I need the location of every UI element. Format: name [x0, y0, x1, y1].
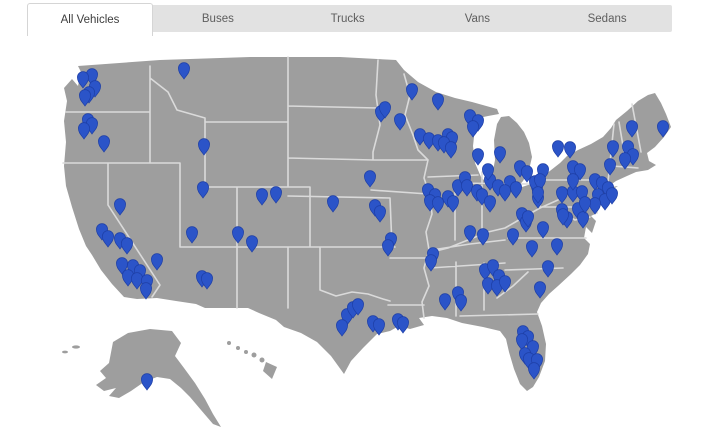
tab-vans[interactable]: Vans [464, 12, 491, 25]
alaska [96, 329, 221, 427]
tab-buses[interactable]: Buses [201, 12, 234, 25]
aleutian-island [62, 350, 68, 354]
state-borders [62, 56, 642, 319]
tab-sedans[interactable]: Sedans [587, 12, 627, 25]
us-mainland [64, 57, 671, 391]
map-pin[interactable] [396, 316, 410, 334]
vehicle-type-tabbar: All Vehicles Buses Trucks Vans Sedans [27, 3, 672, 36]
aleutian-island [72, 345, 80, 349]
hawaii [227, 341, 277, 379]
tab-trucks[interactable]: Trucks [330, 12, 365, 25]
map-pin[interactable] [551, 140, 565, 158]
tab-all-vehicles[interactable]: All Vehicles [27, 3, 153, 36]
map-pin[interactable] [140, 373, 154, 391]
